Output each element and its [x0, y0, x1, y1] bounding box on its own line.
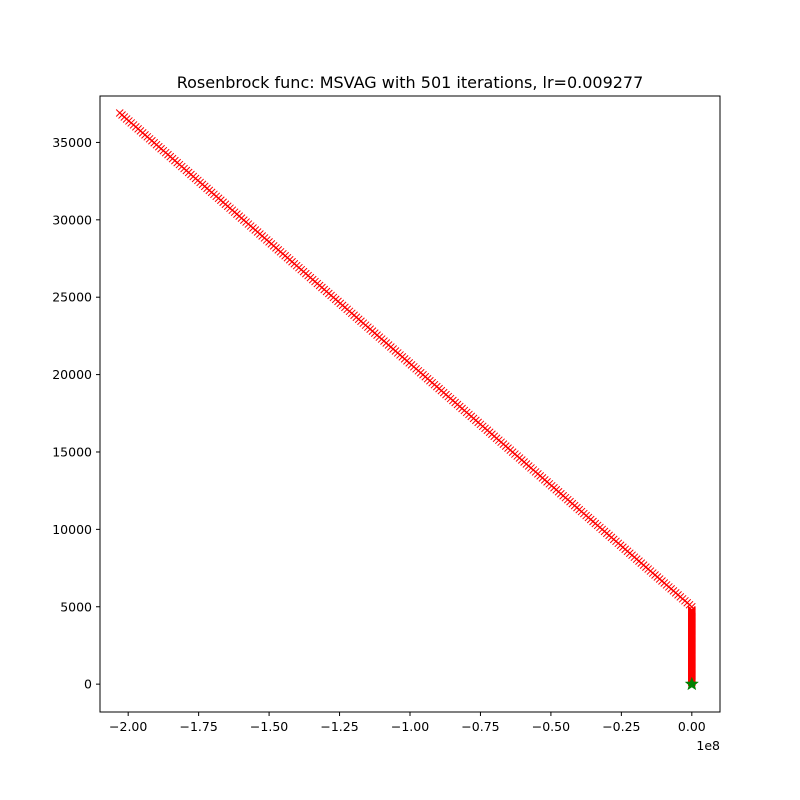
endpoint-star-marker	[684, 676, 699, 691]
y-tick-label: 30000	[52, 212, 92, 227]
x-offset-label: 1e8	[696, 738, 720, 753]
y-tick-label: 25000	[52, 290, 92, 305]
x-tick-label: −1.25	[320, 719, 358, 734]
y-tick-label: 35000	[52, 135, 92, 150]
x-tick-label: −1.75	[179, 719, 217, 734]
y-tick-label: 15000	[52, 444, 92, 459]
y-tick-label: 10000	[52, 522, 92, 537]
x-tick-label: −0.50	[532, 719, 570, 734]
axes-frame	[99, 95, 721, 713]
x-axis-ticks: −2.00 −1.75 −1.50 −1.25 −1.00 −0.75 −0.50 −0.25…	[109, 712, 706, 734]
plot-marks	[115, 109, 699, 691]
y-tick-label: 0	[84, 677, 92, 692]
x-tick-label: −1.00	[391, 719, 429, 734]
y-tick-label: 5000	[60, 599, 92, 614]
chart-title: Rosenbrock func: MSVAG with 501 iteratio…	[177, 73, 644, 92]
x-tick-label: 0.00	[678, 719, 706, 734]
y-tick-label: 20000	[52, 367, 92, 382]
x-tick-label: −1.50	[250, 719, 288, 734]
x-tick-label: −0.25	[602, 719, 640, 734]
x-tick-label: −2.00	[109, 719, 147, 734]
y-axis-ticks: 0 5000 10000 15000 20000 25000 30000 35000	[52, 135, 100, 692]
x-tick-label: −0.75	[461, 719, 499, 734]
